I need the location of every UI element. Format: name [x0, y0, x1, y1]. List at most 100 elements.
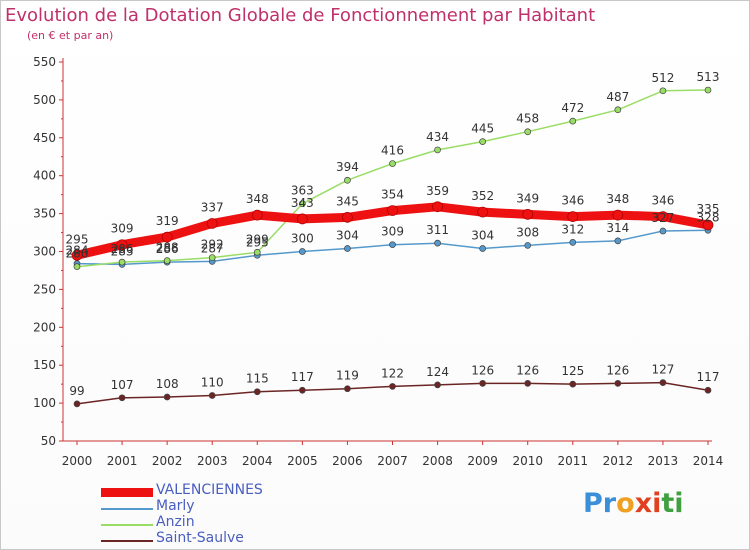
- data-point-anzin: [614, 106, 622, 114]
- data-label-anzin: 288: [156, 241, 179, 255]
- data-point-anzin: [434, 146, 441, 154]
- logo-letter: P: [583, 488, 603, 519]
- data-label-anzin: 512: [651, 71, 674, 85]
- legend-label-marly: Marly: [156, 498, 195, 514]
- data-point-valenciennes: [612, 209, 624, 221]
- data-point-marly: [344, 245, 351, 252]
- data-point-valenciennes: [71, 249, 83, 261]
- y-tick-label: 50: [41, 434, 56, 448]
- data-point-saint-saulve: [163, 393, 171, 401]
- x-tick-label: 2013: [648, 454, 679, 468]
- data-point-valenciennes: [116, 239, 128, 251]
- legend-swatch-marly: [101, 508, 153, 510]
- data-point-anzin: [73, 263, 81, 271]
- x-tick-label: 2000: [62, 454, 93, 468]
- data-label-anzin: 458: [516, 112, 539, 126]
- x-tick-label: 2006: [332, 454, 363, 468]
- data-label-saint-saulve: 99: [69, 384, 84, 398]
- data-label-saint-saulve: 122: [381, 366, 404, 380]
- data-label-saint-saulve: 126: [516, 363, 539, 377]
- data-point-anzin: [299, 200, 306, 208]
- data-label-anzin: 299: [246, 232, 269, 246]
- y-tick-label: 450: [33, 131, 56, 145]
- y-tick-label: 200: [33, 320, 56, 334]
- data-point-valenciennes: [206, 218, 218, 229]
- legend-label-anzin: Anzin: [156, 514, 195, 530]
- y-tick-label: 400: [33, 169, 56, 183]
- data-point-anzin: [704, 86, 712, 94]
- data-label-marly: 286: [156, 242, 179, 256]
- logo-letter: o: [616, 488, 635, 519]
- data-point-marly: [569, 239, 577, 246]
- data-label-valenciennes: 295: [66, 232, 89, 246]
- y-tick-label: 250: [33, 282, 56, 296]
- chart-title: Evolution de la Dotation Globale de Fonc…: [5, 5, 596, 26]
- data-label-anzin: 513: [697, 70, 720, 84]
- data-label-valenciennes: 309: [111, 222, 134, 236]
- y-tick-label: 150: [33, 358, 56, 372]
- data-point-marly: [299, 248, 306, 255]
- data-label-valenciennes: 349: [516, 191, 539, 205]
- x-tick-label: 2004: [242, 454, 273, 468]
- data-point-saint-saulve: [614, 380, 622, 387]
- data-point-saint-saulve: [253, 388, 261, 396]
- data-point-saint-saulve: [659, 379, 667, 386]
- data-point-saint-saulve: [389, 383, 396, 390]
- x-tick-label: 2014: [693, 454, 724, 468]
- data-label-anzin: 292: [201, 238, 224, 252]
- data-label-valenciennes: 352: [471, 189, 494, 203]
- data-point-anzin: [569, 117, 577, 125]
- logo-letter: t: [661, 488, 675, 519]
- data-point-anzin: [253, 248, 261, 256]
- x-tick-label: 2007: [377, 454, 408, 468]
- data-point-valenciennes: [251, 209, 263, 221]
- legend-swatch-anzin: [101, 524, 153, 526]
- x-tick-label: 2002: [152, 454, 183, 468]
- y-tick-label: 100: [33, 396, 56, 410]
- data-label-valenciennes: 345: [336, 194, 359, 208]
- data-label-marly: 283: [111, 244, 134, 258]
- data-label-saint-saulve: 124: [426, 365, 449, 379]
- data-point-anzin: [389, 160, 396, 167]
- data-point-saint-saulve: [569, 380, 577, 388]
- data-point-marly: [479, 245, 486, 252]
- data-label-anzin: 394: [336, 160, 359, 174]
- data-label-valenciennes: 348: [246, 192, 269, 206]
- x-tick-label: 2008: [422, 454, 453, 468]
- data-point-valenciennes: [657, 211, 669, 222]
- data-label-marly: 304: [471, 228, 494, 242]
- data-point-valenciennes: [297, 213, 308, 225]
- data-label-valenciennes: 319: [156, 214, 179, 228]
- data-label-marly: 328: [697, 210, 720, 224]
- data-point-saint-saulve: [524, 380, 532, 387]
- legend-label-valenciennes: VALENCIENNES: [156, 482, 263, 498]
- data-label-valenciennes: 346: [561, 194, 584, 208]
- data-point-valenciennes: [522, 209, 534, 220]
- data-point-marly: [524, 242, 532, 249]
- data-label-anzin: 445: [471, 122, 494, 136]
- data-point-saint-saulve: [208, 392, 216, 399]
- data-point-valenciennes: [567, 211, 579, 222]
- data-label-saint-saulve: 117: [697, 370, 720, 384]
- data-label-valenciennes: 335: [697, 202, 720, 216]
- y-tick-label: 550: [33, 55, 56, 69]
- data-point-anzin: [208, 254, 216, 261]
- data-point-anzin: [344, 176, 351, 184]
- data-label-anzin: 363: [291, 184, 314, 198]
- data-label-anzin: 286: [111, 242, 134, 256]
- chart-subtitle: (en € et par an): [27, 29, 114, 42]
- data-label-marly: 304: [336, 228, 359, 242]
- data-label-saint-saulve: 117: [291, 370, 314, 384]
- x-tick-label: 2001: [107, 454, 138, 468]
- data-point-saint-saulve: [299, 386, 306, 394]
- logo-letter: i: [652, 488, 662, 519]
- y-tick-label: 500: [33, 93, 56, 107]
- data-label-marly: 311: [426, 223, 449, 237]
- data-label-marly: 327: [651, 211, 674, 225]
- x-tick-label: 2003: [197, 454, 228, 468]
- data-label-anzin: 434: [426, 130, 449, 144]
- data-point-marly: [659, 227, 667, 235]
- data-label-valenciennes: 359: [426, 184, 449, 198]
- data-label-marly: 295: [246, 235, 269, 249]
